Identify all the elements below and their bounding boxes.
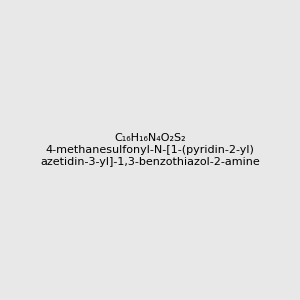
Text: C₁₆H₁₆N₄O₂S₂
4-methanesulfonyl-N-[1-(pyridin-2-yl)
azetidin-3-yl]-1,3-benzothiaz: C₁₆H₁₆N₄O₂S₂ 4-methanesulfonyl-N-[1-(pyr… (40, 134, 260, 166)
